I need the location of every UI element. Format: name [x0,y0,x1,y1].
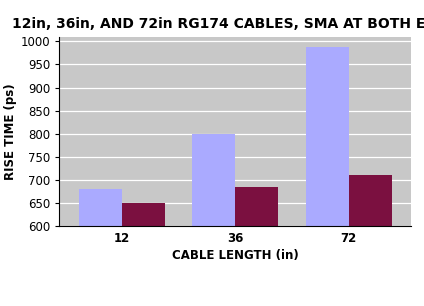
Y-axis label: RISE TIME (ps): RISE TIME (ps) [3,83,17,180]
Bar [192,134,235,306]
Bar [79,189,122,306]
Bar [349,175,392,306]
X-axis label: CABLE LENGTH (in): CABLE LENGTH (in) [172,249,298,262]
Bar [306,47,349,306]
Bar [235,187,279,306]
Bar [122,203,165,306]
Title: 12in, 36in, AND 72in RG174 CABLES, SMA AT BOTH ENDS: 12in, 36in, AND 72in RG174 CABLES, SMA A… [12,17,424,32]
